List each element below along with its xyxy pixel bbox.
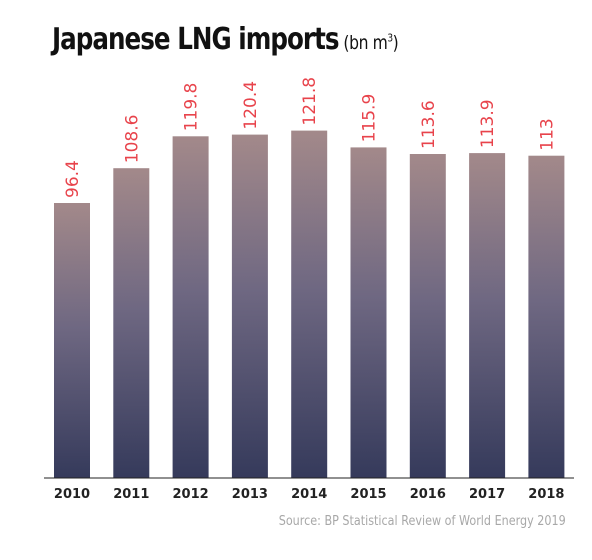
bar-2012 xyxy=(172,136,209,479)
value-label: 113.9 xyxy=(478,99,498,148)
chart-unit: (bn m3) xyxy=(343,32,398,54)
bar-2016 xyxy=(409,154,446,478)
bar-2013 xyxy=(231,134,268,478)
bar-2017 xyxy=(469,153,506,478)
x-tick-label: 2016 xyxy=(410,487,446,502)
bar-2018 xyxy=(528,155,565,478)
x-tick-label: 2017 xyxy=(469,487,505,502)
value-label: 113.6 xyxy=(419,100,439,149)
value-label: 119.8 xyxy=(182,83,202,132)
value-label: 121.8 xyxy=(300,77,320,126)
value-label: 120.4 xyxy=(241,81,261,130)
value-label: 115.9 xyxy=(360,94,380,143)
bar-2010 xyxy=(54,203,90,478)
x-tick-label: 2010 xyxy=(54,487,90,502)
bar-chart: 2010 2011 2012 2013 2014 2015 2016 2017 2018 96.… xyxy=(44,77,574,502)
bar-2014 xyxy=(291,130,328,478)
x-tick-label: 2014 xyxy=(291,487,327,502)
chart-title: Japanese LNG imports (bn m3) xyxy=(52,22,399,57)
x-tick-label: 2015 xyxy=(350,487,386,502)
bar-2011 xyxy=(113,168,150,478)
value-label: 108.6 xyxy=(122,115,142,164)
value-label: 96.4 xyxy=(63,160,83,198)
unit-superscript: 3 xyxy=(387,31,393,45)
source-note: Source: BP Statistical Review of World E… xyxy=(279,514,566,529)
chart-title-text: Japanese LNG imports xyxy=(52,22,339,57)
x-tick-label: 2018 xyxy=(528,487,564,502)
x-tick-label: 2012 xyxy=(173,487,209,502)
unit-text: (bn m xyxy=(343,32,388,54)
x-tick-labels: 2010 2011 2012 2013 2014 2015 2016 2017 2018 xyxy=(54,487,565,502)
unit-close: ) xyxy=(392,32,399,54)
bar-2015 xyxy=(350,147,387,478)
x-tick-label: 2011 xyxy=(113,487,149,502)
value-label: 113 xyxy=(537,118,557,150)
bars-group xyxy=(54,130,565,479)
value-labels: 96.4 108.6 119.8 120.4 121.8 115.9 113.6 113.9 1… xyxy=(63,77,557,198)
x-tick-label: 2013 xyxy=(232,487,268,502)
